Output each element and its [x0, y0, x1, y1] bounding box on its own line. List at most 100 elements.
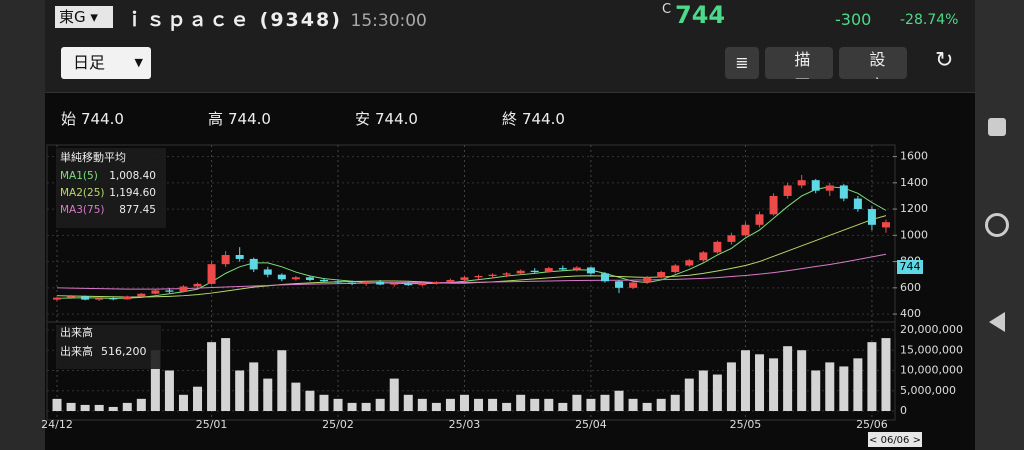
x-tick-label: 25/01 — [196, 418, 228, 431]
volume-bar — [502, 402, 512, 411]
ma-line — [57, 253, 887, 290]
ohlc-value: 744.0 — [522, 110, 565, 128]
ohlc-item: 終 744.0 — [502, 108, 565, 129]
back-button[interactable] — [989, 312, 1005, 332]
time: 15:30:00 — [350, 11, 427, 31]
volume-bar — [867, 342, 877, 411]
volume-bar — [811, 370, 821, 411]
volume-bar — [431, 402, 441, 411]
volume-bar — [207, 342, 217, 411]
volume-bar — [783, 346, 793, 411]
volume-bar — [839, 366, 849, 411]
volume-bar — [249, 362, 259, 411]
volume-bar — [66, 402, 76, 411]
list-button[interactable]: ≣ — [725, 47, 759, 79]
volume-bar — [178, 394, 188, 411]
candle-body — [488, 274, 497, 276]
volume-bar — [94, 404, 104, 411]
candle-body — [516, 270, 525, 274]
volume-bar — [726, 362, 736, 411]
candle-body — [572, 267, 581, 270]
candle-body — [305, 277, 314, 280]
volume-bar — [333, 398, 343, 411]
left-bezel — [0, 0, 45, 450]
candle-body — [643, 277, 652, 283]
volume-bar — [670, 394, 680, 411]
volume-bar — [319, 394, 329, 411]
candle-body — [544, 268, 553, 273]
y-tick-label: 1600 — [900, 150, 928, 163]
candle-body — [81, 296, 90, 300]
divider — [45, 92, 975, 93]
legend-value: 877.45 — [119, 204, 156, 216]
candle-body — [600, 273, 609, 282]
volume-bar — [361, 402, 371, 411]
candle-body — [179, 286, 188, 292]
refresh-button[interactable]: ↻ — [935, 48, 954, 73]
candle-body — [67, 296, 76, 298]
candle-body — [207, 264, 216, 284]
candle-body — [671, 265, 680, 273]
volume-bar — [544, 398, 554, 411]
candle-body — [123, 296, 132, 300]
volume-bar — [291, 382, 301, 411]
volume-bar — [530, 398, 540, 411]
candle-body — [558, 268, 567, 270]
volume-bar — [347, 402, 357, 411]
volume-bar — [445, 398, 455, 411]
price: 744 — [675, 1, 726, 29]
x-tick-label: 25/02 — [322, 418, 354, 431]
ohlc-row: 始 744.0 高 744.0 安 744.0 終 744.0 — [45, 108, 645, 132]
price-tag: 744 — [900, 260, 921, 273]
y-tick-label: 600 — [900, 281, 921, 294]
period-select[interactable]: 日足 ▼ — [61, 47, 151, 79]
volume-bar — [375, 398, 385, 411]
volume-bar — [164, 370, 174, 411]
volume-legend-value: 516,200 — [101, 345, 147, 358]
volume-bar — [881, 338, 891, 411]
candle-body — [165, 290, 174, 292]
date-nav: < 06/06 > — [869, 435, 921, 446]
candle-body — [530, 270, 539, 273]
draw-button[interactable]: ✎描画 — [765, 47, 833, 79]
volume-legend-label: 出来高 — [60, 344, 93, 358]
market-select[interactable]: 東G ▾ — [55, 6, 113, 28]
candle-body — [755, 214, 764, 225]
market: 東G — [59, 8, 86, 26]
volume-bar — [403, 394, 413, 411]
volume-bar — [586, 398, 596, 411]
recent-button[interactable] — [988, 118, 1006, 136]
candle-body — [319, 279, 328, 282]
candle-body — [249, 258, 258, 270]
code: (9348) — [259, 9, 342, 31]
y-tick-label: 400 — [900, 307, 921, 320]
candle-body — [839, 185, 848, 199]
volume-bar — [235, 370, 245, 411]
candle-body — [502, 273, 511, 275]
home-button[interactable] — [985, 213, 1009, 237]
candle-body — [362, 281, 371, 284]
candle-body — [53, 297, 62, 300]
volume-bar — [698, 370, 708, 411]
y-tick-label: 0 — [900, 404, 907, 417]
settings-button[interactable]: ⚙設定 — [839, 47, 907, 79]
legend-value: 1,194.60 — [109, 187, 156, 199]
volume-bar — [642, 402, 652, 411]
candle-body — [109, 298, 118, 300]
ohlc-value: 744.0 — [81, 110, 124, 128]
candle-body — [151, 290, 160, 294]
candle-body — [263, 269, 272, 275]
volume-bar — [277, 350, 287, 411]
candle-body — [376, 281, 385, 285]
volume-bar — [305, 390, 315, 411]
volume-bar — [474, 398, 484, 411]
ohlc-value: 744.0 — [228, 110, 271, 128]
y-tick-label: 1400 — [900, 176, 928, 189]
volume-legend-box — [56, 325, 161, 369]
volume-bar — [459, 394, 469, 411]
ma-legend-box — [56, 148, 166, 228]
ohlc-label: 終 — [502, 110, 518, 128]
ohlc-label: 高 — [208, 110, 224, 128]
candle-body — [741, 224, 750, 236]
